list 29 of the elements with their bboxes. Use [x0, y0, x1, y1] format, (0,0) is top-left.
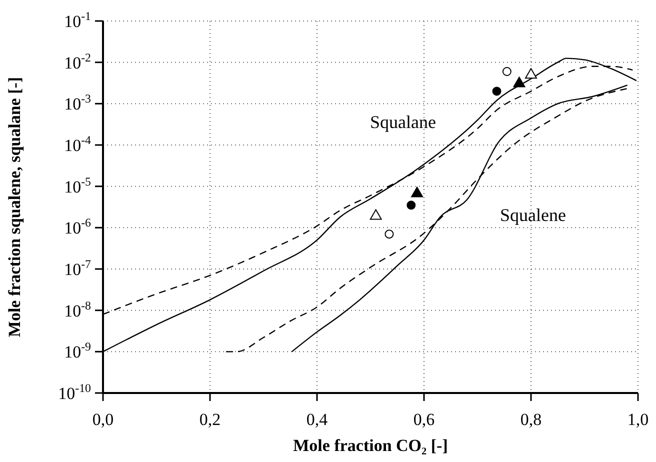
x-tick-label: 0,0	[92, 410, 114, 429]
y-tick-label: 10$^{-4}$	[64, 133, 92, 155]
y-tick-label: 10$^{-6}$	[64, 216, 92, 238]
point	[492, 86, 502, 96]
x-axis-title: Mole fraction CO₂ [-]	[293, 436, 448, 455]
x-tick-label: 1,0	[627, 410, 649, 429]
point	[411, 186, 424, 198]
point	[502, 67, 512, 76]
x-tick-label: 0,4	[306, 410, 328, 429]
x-tick-label: 0,6	[413, 410, 435, 429]
point	[513, 76, 526, 88]
x-tick-label: 0,2	[199, 410, 221, 429]
point	[384, 230, 394, 239]
annotation: Squalane	[370, 112, 436, 132]
x-tick-label: 0,8	[520, 410, 542, 429]
y-tick-label: 10$^{-10}$	[58, 381, 92, 403]
y-tick-label: 10$^{-8}$	[64, 298, 92, 320]
point	[525, 68, 537, 79]
y-axis-title: Mole fraction squalene, squalane [-]	[5, 76, 24, 338]
y-tick-label: 10$^{-5}$	[64, 174, 92, 196]
y-tick-label: 10$^{-9}$	[64, 340, 92, 362]
line-series	[225, 88, 628, 352]
y-tick-label: 10$^{-1}$	[64, 9, 92, 31]
point	[370, 209, 382, 220]
y-tick-label: 10$^{-7}$	[64, 257, 92, 279]
y-tick-label: 10$^{-2}$	[64, 50, 92, 72]
y-tick-label: 10$^{-3}$	[64, 92, 92, 114]
annotation: Squalene	[500, 205, 566, 225]
point	[406, 200, 416, 210]
